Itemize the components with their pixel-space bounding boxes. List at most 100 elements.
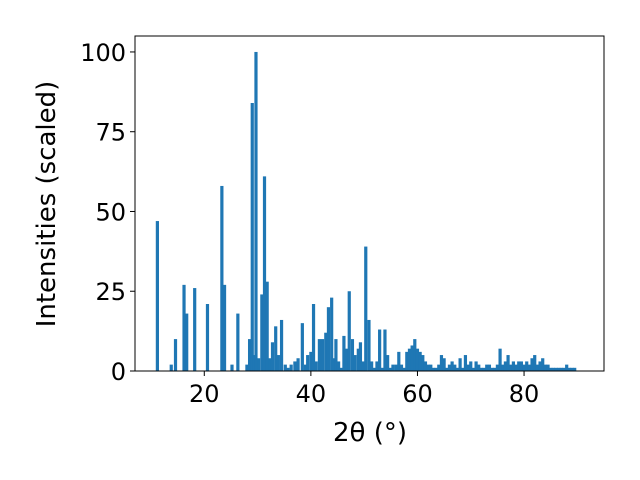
bar xyxy=(463,355,468,371)
bar xyxy=(306,355,310,371)
bar xyxy=(193,288,197,371)
bar xyxy=(270,342,275,371)
bar xyxy=(350,339,355,371)
bar xyxy=(439,355,444,371)
y-axis-title: Intensities (scaled) xyxy=(32,81,62,328)
bar xyxy=(495,364,500,371)
bar xyxy=(230,364,234,371)
bar xyxy=(361,361,365,371)
bar xyxy=(565,364,569,371)
bar xyxy=(429,364,433,371)
bar xyxy=(344,348,349,371)
bar xyxy=(296,358,300,371)
bar xyxy=(554,367,558,371)
bar xyxy=(546,364,550,371)
bar xyxy=(503,361,507,371)
bar xyxy=(423,361,428,371)
bar xyxy=(397,351,401,371)
bar xyxy=(447,364,452,371)
bar xyxy=(517,361,521,371)
bar xyxy=(370,361,374,371)
bar xyxy=(538,361,542,371)
bar xyxy=(458,358,462,371)
bar xyxy=(286,367,290,371)
plot-frame xyxy=(134,35,605,372)
bar xyxy=(236,313,240,371)
bar xyxy=(415,348,420,371)
bar xyxy=(511,361,515,371)
bar xyxy=(300,323,304,371)
bar xyxy=(533,355,537,371)
bar xyxy=(347,291,351,371)
bar xyxy=(405,351,409,371)
bar xyxy=(509,364,513,371)
bar xyxy=(326,307,331,371)
bar xyxy=(185,313,189,371)
bar xyxy=(434,367,438,371)
bar xyxy=(356,348,360,371)
bar xyxy=(482,367,486,371)
bar xyxy=(222,284,227,371)
bar xyxy=(391,364,395,371)
bar xyxy=(543,364,547,371)
bar xyxy=(514,364,518,371)
bar xyxy=(205,304,210,371)
bar xyxy=(445,367,449,371)
bar xyxy=(342,335,346,371)
bar xyxy=(559,367,563,371)
bar xyxy=(386,355,390,371)
bar xyxy=(372,367,376,371)
bar xyxy=(442,358,446,371)
bar xyxy=(501,364,505,371)
bar xyxy=(334,339,338,371)
bar xyxy=(535,364,539,371)
bar xyxy=(358,342,363,371)
bar xyxy=(283,364,287,371)
bar xyxy=(182,284,186,371)
y-tick-label: 25 xyxy=(95,278,126,306)
bar xyxy=(437,364,441,371)
bar xyxy=(485,364,489,371)
bar xyxy=(380,367,384,371)
bar xyxy=(169,364,173,371)
y-tick-label: 100 xyxy=(80,39,126,67)
bar xyxy=(570,367,574,371)
y-tick-label: 50 xyxy=(95,198,126,226)
bar xyxy=(247,339,252,371)
bars-group xyxy=(155,51,577,371)
bar xyxy=(421,355,425,371)
bar xyxy=(383,329,387,371)
bar xyxy=(289,364,293,371)
bar xyxy=(293,361,297,371)
bar xyxy=(364,246,368,371)
bar xyxy=(260,294,264,371)
bar xyxy=(455,367,460,371)
bar xyxy=(262,176,267,371)
bar xyxy=(530,358,534,371)
bar xyxy=(245,364,249,371)
bar xyxy=(567,367,571,371)
bar xyxy=(407,348,412,371)
bar xyxy=(519,361,523,371)
bar xyxy=(250,103,254,371)
bar xyxy=(490,367,494,371)
bar xyxy=(279,319,284,371)
bar xyxy=(418,351,422,371)
bar xyxy=(562,367,566,371)
bar xyxy=(375,361,379,371)
bar xyxy=(268,358,272,371)
bar xyxy=(309,351,313,371)
bar xyxy=(155,221,159,371)
bar xyxy=(402,367,406,371)
bar xyxy=(257,358,261,371)
bar xyxy=(493,367,497,371)
bar xyxy=(426,364,430,371)
bar xyxy=(541,358,545,371)
bar xyxy=(330,297,334,371)
bar xyxy=(336,361,341,371)
x-tick-label: 40 xyxy=(296,380,327,408)
bar xyxy=(551,367,555,371)
bar xyxy=(339,367,343,371)
bar xyxy=(317,339,321,371)
y-axis-ticks: 0 25 50 75 100 xyxy=(80,39,135,386)
